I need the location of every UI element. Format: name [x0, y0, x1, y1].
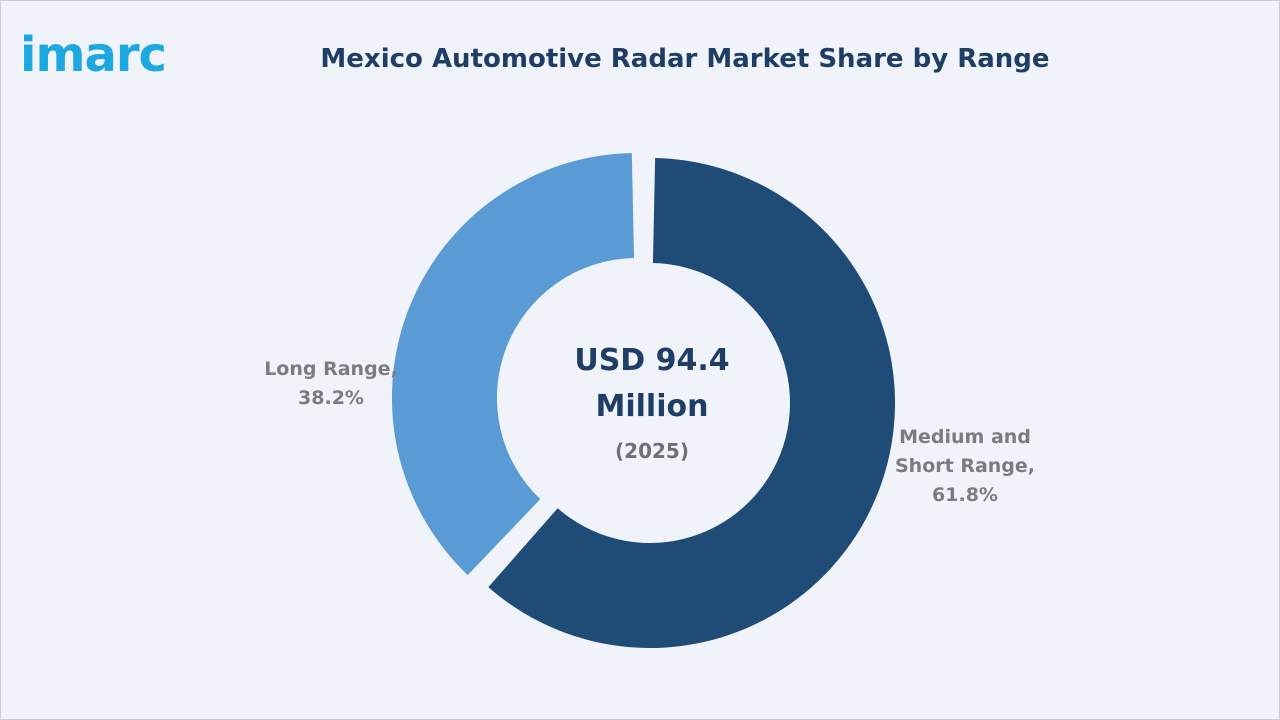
center-total-value-line-1: USD 94.4 [574, 343, 730, 378]
center-total-value-line-2: Million [595, 389, 709, 424]
slice-label-medium-short-range-value: 61.8% [932, 484, 998, 506]
slice-label-long-range: Long Range, 38.2% [250, 355, 412, 413]
slice-label-medium-short-range: Medium and Short Range, 61.8% [880, 423, 1050, 510]
slice-long-range [391, 152, 635, 576]
slice-label-long-range-value: 38.2% [298, 387, 364, 409]
chart-title: Mexico Automotive Radar Market Share by … [320, 44, 1050, 74]
center-total-value: USD 94.4 Million [540, 338, 764, 430]
center-year: (2025) [615, 439, 689, 463]
brand-logo: imarc [20, 27, 167, 83]
slice-label-long-range-name: Long Range, [264, 358, 398, 380]
slice-medium-short-range [488, 158, 896, 648]
slice-label-medium-short-range-name: Medium and Short Range, [894, 426, 1035, 477]
